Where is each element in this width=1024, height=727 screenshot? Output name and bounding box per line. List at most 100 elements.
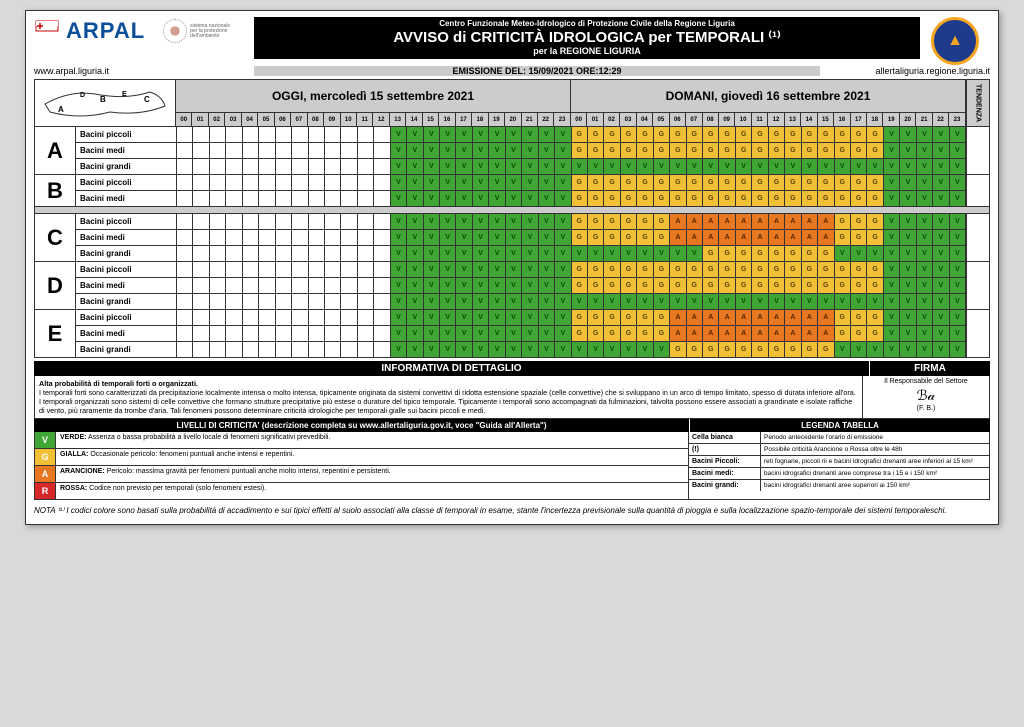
data-cell: G (769, 191, 785, 206)
data-cell: V (456, 326, 472, 341)
data-cell: V (506, 342, 522, 357)
data-cell: A (769, 310, 785, 325)
hour-cell: 05 (653, 112, 669, 126)
data-cell: V (867, 294, 883, 309)
data-cell: G (654, 143, 670, 158)
data-cell: G (670, 127, 686, 142)
data-cell: V (884, 294, 900, 309)
data-cell: V (473, 127, 489, 142)
data-cell: G (604, 175, 620, 190)
data-cell: V (572, 342, 588, 357)
data-cell: A (752, 214, 768, 229)
data-cell (193, 326, 209, 341)
data-cell: V (440, 159, 456, 174)
data-cell: V (933, 143, 949, 158)
data-cell: A (802, 214, 818, 229)
data-cell (259, 262, 275, 277)
data-cell: G (637, 230, 653, 245)
data-cell: A (802, 230, 818, 245)
data-cell (292, 127, 308, 142)
data-cell: G (785, 143, 801, 158)
zone-letter: C (35, 214, 76, 261)
data-cell: G (736, 262, 752, 277)
data-cell: V (884, 278, 900, 293)
data-cell: G (572, 326, 588, 341)
hour-cell: 00 (571, 112, 587, 126)
data-cell (374, 326, 390, 341)
data-cell: G (572, 143, 588, 158)
data-cell: V (522, 143, 538, 158)
hour-cell: 01 (587, 112, 603, 126)
data-cell: V (867, 342, 883, 357)
data-cell: V (884, 191, 900, 206)
url-left: www.arpal.liguria.it (34, 66, 254, 76)
data-cell: V (440, 310, 456, 325)
data-cell: V (407, 159, 423, 174)
hour-cell: 16 (834, 112, 850, 126)
data-cell (358, 262, 374, 277)
data-cell (259, 230, 275, 245)
data-cell: G (719, 127, 735, 142)
data-cell: V (391, 175, 407, 190)
data-cell (177, 294, 193, 309)
data-cell: V (900, 191, 916, 206)
hour-cell: 00 (176, 112, 192, 126)
data-cell: V (522, 191, 538, 206)
data-cell (193, 175, 209, 190)
data-cell: V (407, 143, 423, 158)
hour-cell: 03 (620, 112, 636, 126)
data-cell: V (917, 159, 933, 174)
data-cell (276, 326, 292, 341)
hour-cell: 22 (538, 112, 554, 126)
hour-cell: 14 (801, 112, 817, 126)
map-cell: A D B E C (35, 80, 176, 126)
data-cell: V (456, 310, 472, 325)
data-cell: V (424, 191, 440, 206)
data-cell (309, 191, 325, 206)
data-cell: V (835, 246, 851, 261)
data-cell: A (687, 230, 703, 245)
data-cell: V (884, 262, 900, 277)
data-cell: V (621, 159, 637, 174)
data-cell: G (621, 326, 637, 341)
data-cell: G (637, 326, 653, 341)
data-cell: V (769, 294, 785, 309)
data-cell: V (933, 191, 949, 206)
data-cell: G (769, 262, 785, 277)
info-header-right: FIRMA (869, 361, 990, 376)
data-cell (292, 278, 308, 293)
data-cell: V (522, 310, 538, 325)
data-cell: V (407, 127, 423, 142)
data-cell: G (802, 342, 818, 357)
data-cell: V (424, 127, 440, 142)
data-cell: G (818, 246, 834, 261)
data-cell (276, 310, 292, 325)
data-cell: G (637, 214, 653, 229)
data-cell: G (654, 230, 670, 245)
data-cell: G (867, 310, 883, 325)
data-cell: V (588, 294, 604, 309)
data-cell: V (473, 175, 489, 190)
data-cell: G (769, 143, 785, 158)
data-cell (210, 278, 226, 293)
basin-label: Bacini medi (76, 325, 176, 341)
data-cell: G (637, 278, 653, 293)
data-cell: V (473, 246, 489, 261)
footnote: NOTA ⁽¹⁾ I codici colore sono basati sul… (34, 506, 990, 516)
data-cell: G (752, 278, 768, 293)
data-cell: A (703, 326, 719, 341)
data-cell (210, 310, 226, 325)
data-cell (276, 246, 292, 261)
data-cell (309, 342, 325, 357)
level-desc: ARANCIONE: Pericolo: massima gravità per… (56, 466, 688, 482)
data-cell: V (933, 294, 949, 309)
data-cell (226, 262, 242, 277)
data-cell (341, 175, 357, 190)
data-cell: V (835, 294, 851, 309)
data-cell: V (440, 127, 456, 142)
data-cell (374, 278, 390, 293)
data-cell (193, 143, 209, 158)
data-cell (358, 342, 374, 357)
data-cell: V (572, 246, 588, 261)
hour-cell: 11 (752, 112, 768, 126)
